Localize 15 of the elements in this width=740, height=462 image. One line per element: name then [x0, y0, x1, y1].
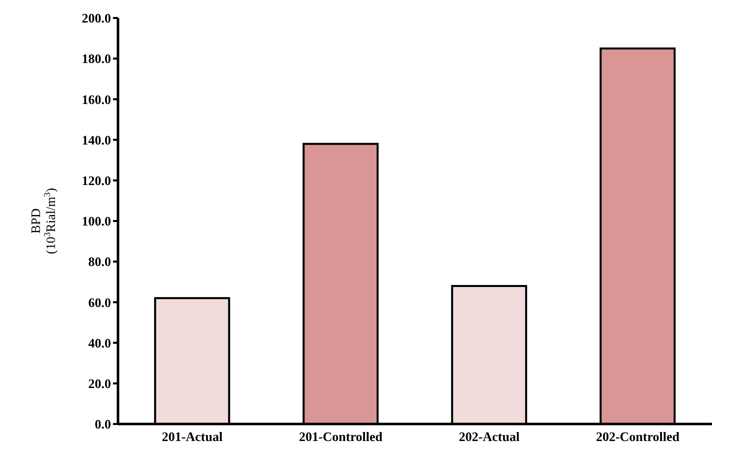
x-tick-label: 202-Controlled [596, 429, 680, 444]
y-tick-label: 160.0 [82, 92, 111, 107]
y-tick-label: 120.0 [82, 173, 111, 188]
y-tick-label: 80.0 [88, 254, 111, 270]
y-tick-label: 140.0 [82, 132, 111, 148]
x-tick-label: 201-Actual [162, 429, 223, 444]
y-tick-label: 40.0 [88, 335, 111, 350]
y-tick-label: 20.0 [88, 376, 111, 392]
x-tick-label: 201-Controlled [298, 429, 384, 444]
y-tick-label: 180.0 [82, 51, 111, 66]
x-tick-label: 202-Actual [458, 429, 520, 444]
y-tick-label: 60.0 [88, 294, 111, 310]
y-tick-label: 0.0 [94, 416, 111, 432]
y-tick-label: 200.0 [82, 10, 111, 26]
y-tick-label: 100.0 [82, 214, 111, 229]
